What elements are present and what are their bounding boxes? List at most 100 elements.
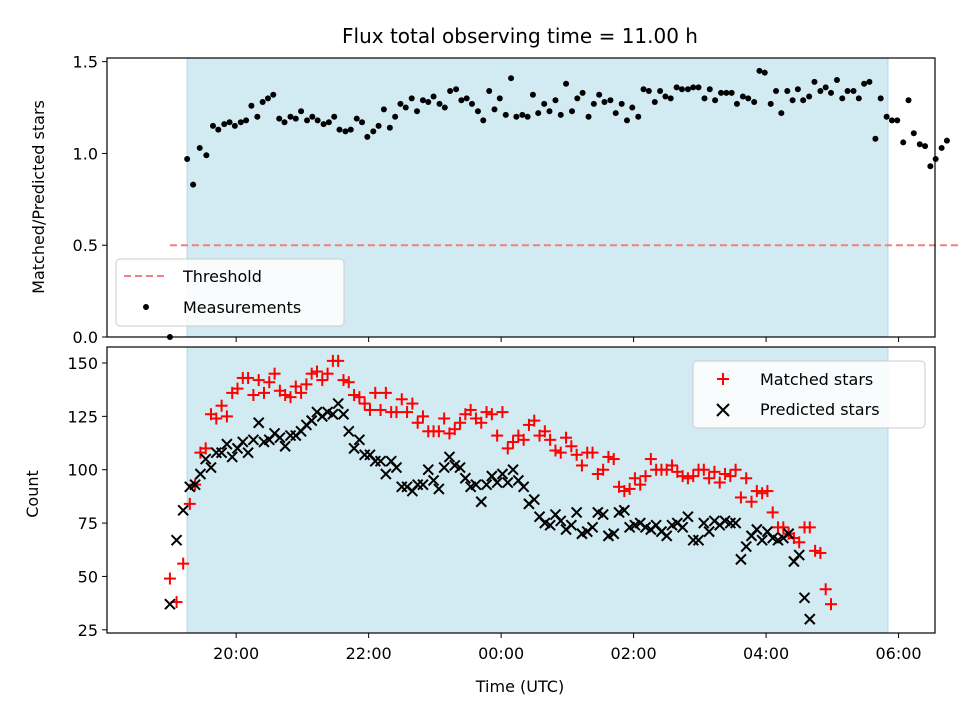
matched-stars-point bbox=[496, 406, 509, 419]
predicted-stars-point bbox=[804, 613, 816, 625]
measurement-point bbox=[645, 88, 652, 95]
predicted-stars-point bbox=[305, 414, 318, 427]
matched-stars-point bbox=[825, 598, 838, 611]
predicted-stars-point bbox=[597, 508, 609, 521]
measurement-point bbox=[706, 86, 713, 93]
matched-stars-point bbox=[713, 476, 726, 489]
measurement-point bbox=[441, 104, 448, 111]
matched-stars-point bbox=[231, 382, 244, 395]
predicted-stars-point bbox=[390, 461, 403, 474]
matched-stars-point bbox=[676, 470, 689, 483]
measurement-point bbox=[304, 117, 311, 124]
matched-stars-point bbox=[697, 463, 710, 476]
measurements-legend-swatch bbox=[143, 304, 149, 310]
matched-stars-point bbox=[560, 431, 573, 444]
measurement-point bbox=[927, 163, 934, 170]
predicted-stars-point bbox=[751, 523, 763, 536]
measurement-point bbox=[380, 106, 387, 113]
x-axis-label: Time (UTC) bbox=[475, 677, 564, 696]
measurement-point bbox=[667, 95, 674, 102]
measurement-point bbox=[508, 75, 515, 82]
measurement-point bbox=[226, 119, 233, 126]
matched-stars-point bbox=[602, 450, 615, 463]
matched-stars-point bbox=[215, 399, 228, 412]
measurement-point bbox=[640, 86, 647, 93]
predicted-stars-point bbox=[528, 493, 540, 506]
measurement-point bbox=[320, 121, 327, 128]
measurement-point bbox=[386, 124, 393, 131]
measurement-point bbox=[850, 88, 857, 95]
measurements-legend-label: Measurements bbox=[183, 298, 301, 317]
measurement-point bbox=[773, 88, 780, 95]
matched-stars-point bbox=[544, 433, 557, 446]
measurement-point bbox=[519, 111, 526, 118]
matched-stars-point bbox=[289, 380, 302, 393]
measurement-point bbox=[276, 115, 283, 122]
matched-stars-point bbox=[575, 459, 588, 472]
predicted-stars-point bbox=[756, 534, 768, 546]
predicted-stars-point bbox=[682, 510, 694, 523]
matched-stars-point bbox=[321, 367, 334, 380]
matched-stars-point bbox=[666, 459, 679, 472]
matched-stars-point bbox=[719, 467, 732, 480]
measurement-point bbox=[778, 110, 785, 117]
measurement-point bbox=[916, 141, 923, 148]
matched-stars-point bbox=[163, 572, 176, 585]
predicted-stars-point bbox=[507, 464, 519, 476]
measurement-point bbox=[309, 113, 316, 120]
chart-title: Flux total observing time = 11.00 h bbox=[342, 24, 698, 48]
matched-stars-point bbox=[448, 423, 461, 436]
measurement-point bbox=[447, 88, 454, 95]
count-panel: 25 50 75 100 125 150 20:00 22:00 00:00 02:00 04:0… bbox=[23, 346, 936, 696]
matched-stars-point bbox=[199, 442, 212, 455]
predicted-stars-point bbox=[470, 478, 482, 491]
matched-stars-point bbox=[761, 485, 774, 498]
matched-stars-point bbox=[363, 403, 376, 416]
measurement-point bbox=[574, 95, 581, 102]
measurement-point bbox=[436, 100, 443, 107]
y-tick-label: 25 bbox=[78, 621, 98, 640]
measurement-point bbox=[751, 99, 758, 106]
measurement-point bbox=[900, 139, 907, 146]
matched-stars-point bbox=[570, 448, 583, 461]
measurement-point bbox=[690, 84, 697, 91]
measurement-point bbox=[347, 126, 354, 133]
predicted-stars-point bbox=[427, 474, 440, 487]
measurement-point bbox=[325, 119, 332, 126]
matched-stars-point bbox=[310, 365, 323, 378]
ratio-panel-ylabel: Matched/Predicted stars bbox=[29, 100, 48, 294]
matched-stars-point bbox=[305, 367, 318, 380]
measurement-point bbox=[563, 80, 570, 87]
matched-stars-point bbox=[814, 546, 827, 559]
measurement-point bbox=[541, 100, 548, 107]
predicted-stars-point bbox=[164, 598, 176, 610]
matched-stars-point bbox=[708, 465, 721, 478]
y-tick-label: 150 bbox=[67, 354, 98, 373]
measurement-point bbox=[651, 99, 658, 106]
measurement-point bbox=[806, 93, 813, 100]
measurement-point bbox=[883, 113, 890, 120]
predicted-stars-point bbox=[252, 417, 265, 429]
predicted-stars-point bbox=[170, 534, 183, 546]
matched-stars-point bbox=[358, 397, 371, 410]
measurement-point bbox=[623, 117, 630, 124]
matched-stars-legend-swatch bbox=[717, 373, 729, 385]
measurement-point bbox=[579, 89, 586, 96]
matched-stars-point bbox=[586, 446, 599, 459]
measurement-point bbox=[353, 115, 360, 122]
predicted-stars-point bbox=[242, 446, 254, 459]
matched-stars-point bbox=[607, 453, 620, 466]
matched-stars-point bbox=[454, 416, 467, 429]
matched-stars-point bbox=[528, 414, 541, 427]
measurement-point bbox=[190, 181, 197, 188]
matched-stars-point bbox=[681, 472, 694, 485]
measurement-point bbox=[629, 104, 636, 111]
predicted-stars-point bbox=[782, 528, 795, 540]
y-tick-label: 0.0 bbox=[73, 328, 98, 347]
predicted-stars-point bbox=[332, 397, 344, 410]
matched-stars-point bbox=[406, 397, 419, 410]
predicted-stars-point bbox=[353, 434, 366, 446]
measurement-point bbox=[402, 104, 409, 111]
measurement-point bbox=[855, 95, 862, 102]
